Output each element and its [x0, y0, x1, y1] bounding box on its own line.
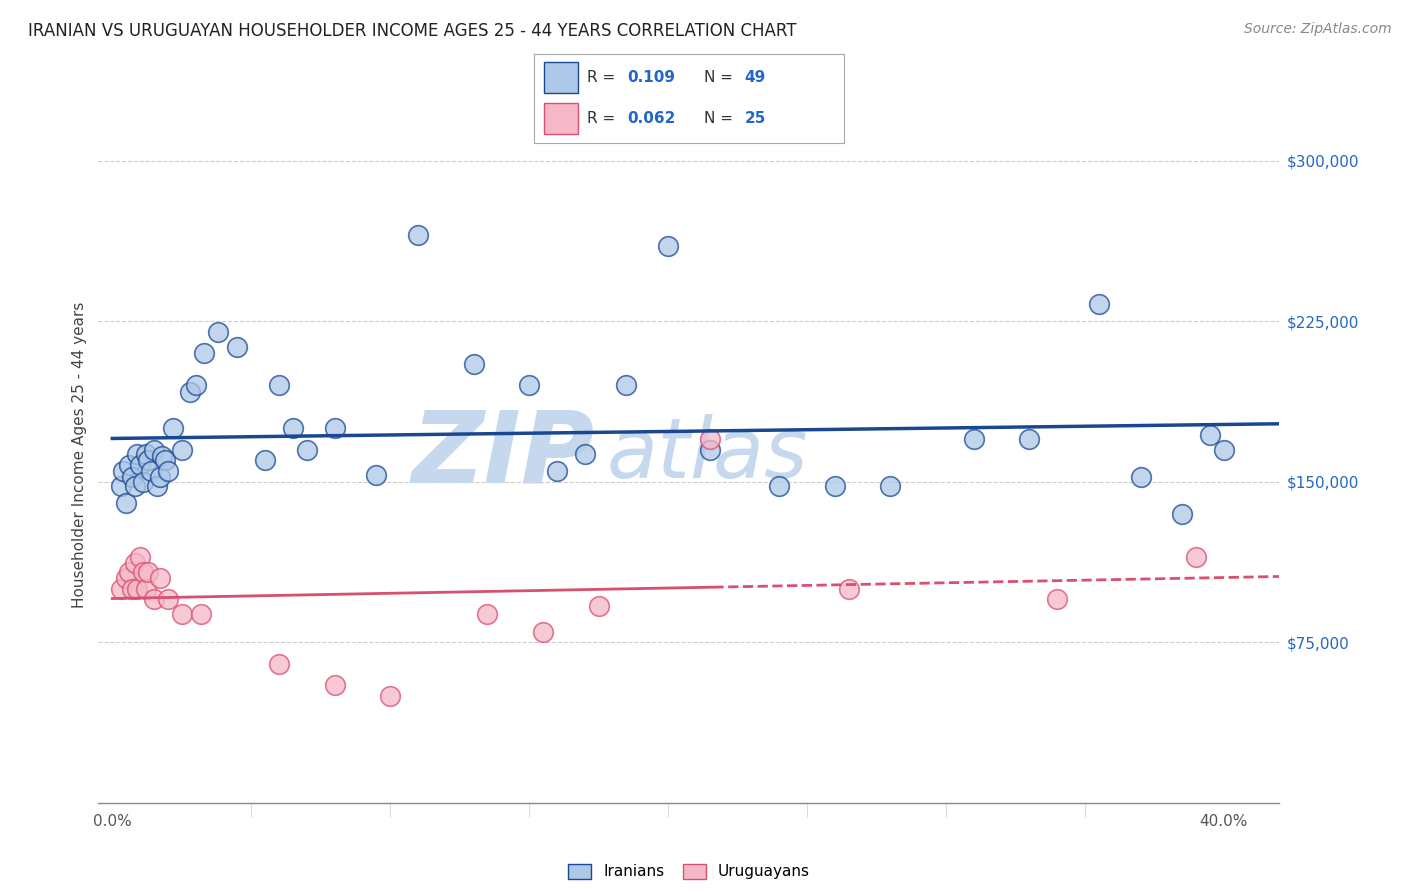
- Point: [118, 565, 141, 579]
- Point: [768, 479, 790, 493]
- Point: [127, 447, 149, 461]
- Text: atlas: atlas: [606, 415, 808, 495]
- Text: Source: ZipAtlas.com: Source: ZipAtlas.com: [1244, 22, 1392, 37]
- Point: [135, 582, 157, 596]
- Point: [193, 346, 215, 360]
- Point: [170, 442, 193, 457]
- Text: R =: R =: [586, 70, 620, 85]
- Point: [162, 421, 184, 435]
- Point: [143, 592, 166, 607]
- Point: [207, 325, 229, 339]
- Point: [657, 239, 679, 253]
- Point: [124, 556, 146, 570]
- Point: [148, 571, 170, 585]
- Point: [281, 421, 304, 435]
- Point: [121, 470, 143, 484]
- Point: [574, 447, 596, 461]
- Point: [118, 458, 141, 472]
- Point: [546, 464, 568, 478]
- Point: [588, 599, 610, 613]
- Point: [1018, 432, 1040, 446]
- Point: [1185, 549, 1208, 564]
- Point: [124, 479, 146, 493]
- Point: [323, 421, 346, 435]
- Point: [1129, 470, 1152, 484]
- Point: [110, 582, 132, 596]
- Text: N =: N =: [704, 70, 738, 85]
- Point: [150, 449, 173, 463]
- Point: [121, 582, 143, 596]
- Point: [1046, 592, 1069, 607]
- Text: IRANIAN VS URUGUAYAN HOUSEHOLDER INCOME AGES 25 - 44 YEARS CORRELATION CHART: IRANIAN VS URUGUAYAN HOUSEHOLDER INCOME …: [28, 22, 797, 40]
- Point: [699, 442, 721, 457]
- Point: [323, 678, 346, 692]
- Point: [838, 582, 860, 596]
- Point: [879, 479, 901, 493]
- Point: [699, 432, 721, 446]
- Point: [531, 624, 554, 639]
- Point: [380, 689, 402, 703]
- Text: ZIP: ZIP: [412, 407, 595, 503]
- Point: [226, 340, 249, 354]
- Point: [112, 464, 135, 478]
- Point: [190, 607, 212, 622]
- Point: [1212, 442, 1234, 457]
- Point: [129, 458, 152, 472]
- Point: [148, 470, 170, 484]
- Point: [156, 592, 179, 607]
- Bar: [544, 103, 578, 134]
- Point: [129, 549, 152, 564]
- Point: [115, 496, 138, 510]
- Point: [1171, 507, 1194, 521]
- Point: [132, 475, 155, 489]
- Text: 25: 25: [745, 112, 766, 126]
- Point: [406, 228, 429, 243]
- Point: [127, 582, 149, 596]
- Point: [110, 479, 132, 493]
- Point: [463, 357, 485, 371]
- Point: [156, 464, 179, 478]
- Point: [170, 607, 193, 622]
- Bar: [544, 62, 578, 93]
- Point: [146, 479, 169, 493]
- Point: [616, 378, 638, 392]
- Text: R =: R =: [586, 112, 620, 126]
- Point: [267, 657, 290, 671]
- Point: [135, 447, 157, 461]
- Point: [153, 453, 176, 467]
- Point: [1088, 297, 1111, 311]
- Text: 49: 49: [745, 70, 766, 85]
- Point: [138, 453, 160, 467]
- Point: [141, 464, 163, 478]
- Point: [179, 384, 201, 399]
- Point: [132, 565, 155, 579]
- Point: [517, 378, 540, 392]
- Point: [254, 453, 277, 467]
- Point: [963, 432, 986, 446]
- Point: [115, 571, 138, 585]
- Point: [1199, 427, 1222, 442]
- Text: N =: N =: [704, 112, 738, 126]
- Point: [138, 565, 160, 579]
- Point: [295, 442, 318, 457]
- Point: [824, 479, 846, 493]
- Point: [366, 468, 388, 483]
- Point: [184, 378, 207, 392]
- Point: [143, 442, 166, 457]
- Point: [477, 607, 499, 622]
- Legend: Iranians, Uruguayans: Iranians, Uruguayans: [562, 857, 815, 886]
- Text: 0.109: 0.109: [627, 70, 675, 85]
- Y-axis label: Householder Income Ages 25 - 44 years: Householder Income Ages 25 - 44 years: [72, 301, 87, 608]
- Text: 0.062: 0.062: [627, 112, 675, 126]
- Point: [267, 378, 290, 392]
